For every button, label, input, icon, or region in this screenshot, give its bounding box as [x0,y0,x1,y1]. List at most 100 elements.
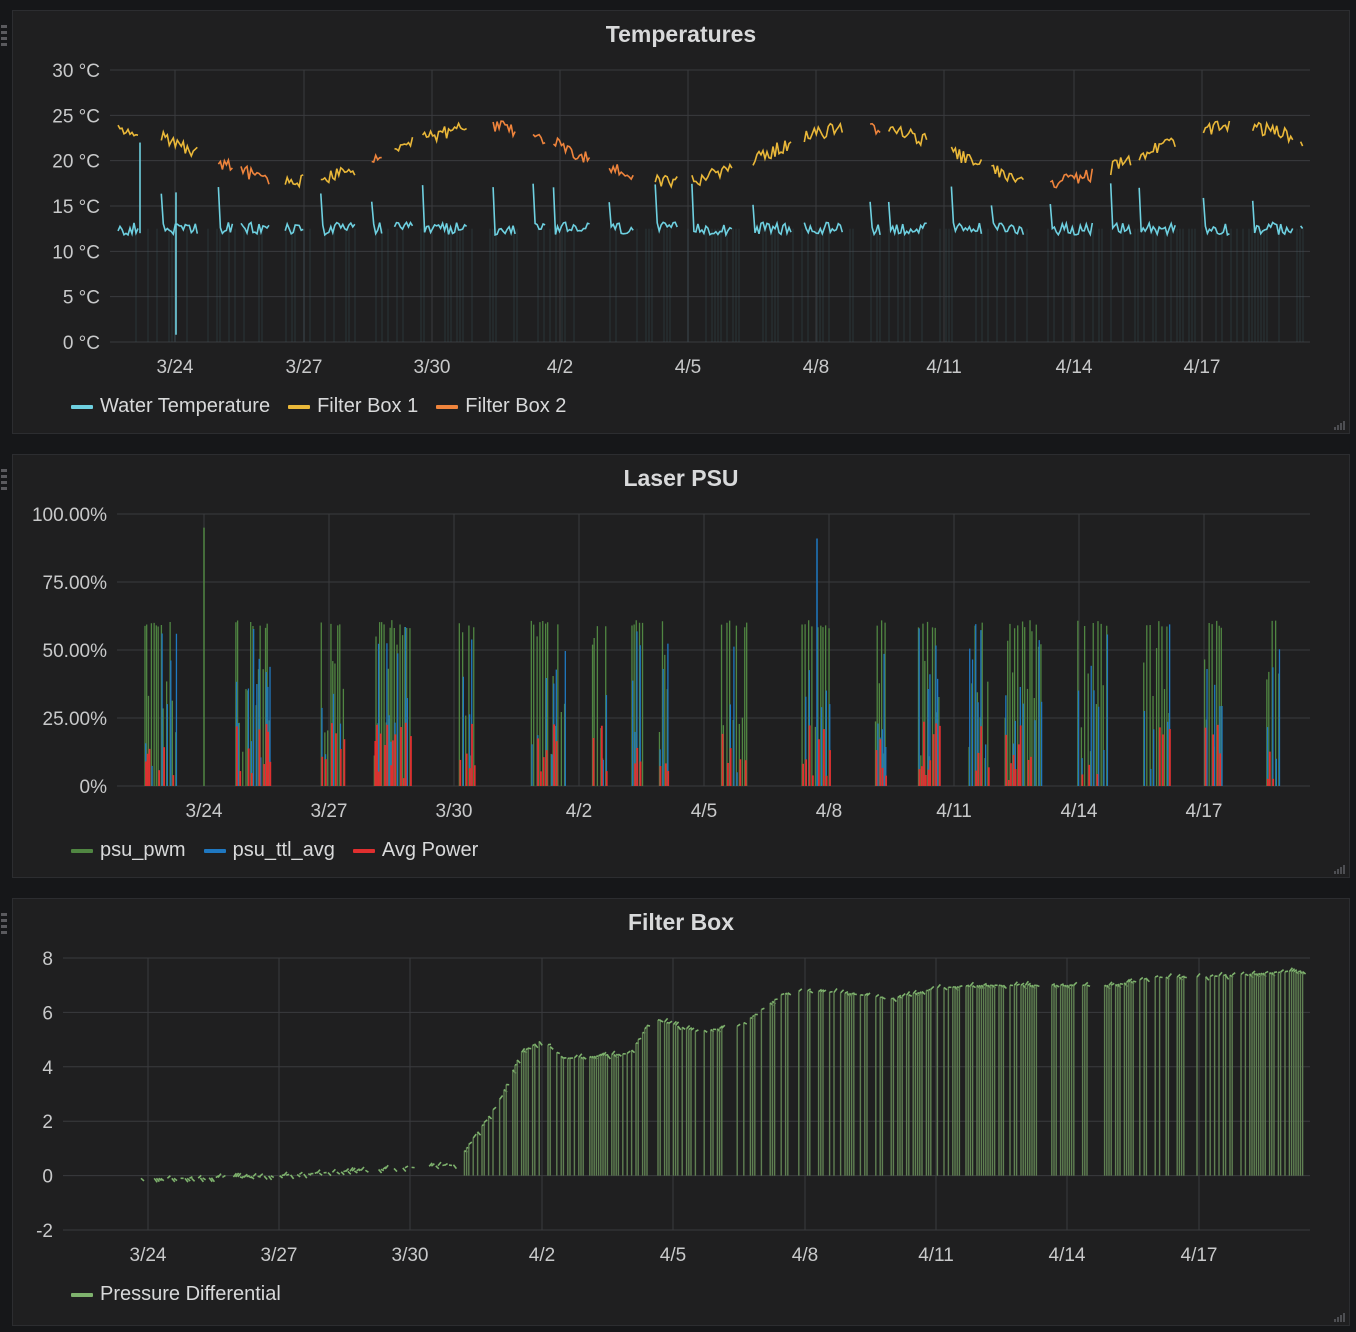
x-tick-label: 3/24 [157,357,194,378]
y-tick-label: 4 [42,1058,53,1079]
x-tick-label: 4/5 [660,1245,686,1266]
legend-item-pressure-differential[interactable]: Pressure Differential [71,1283,281,1306]
pressure-line-segment [289,1174,295,1180]
resize-handle-icon[interactable] [1334,864,1346,874]
water-segment [393,220,414,231]
pressure-line-segment [402,1167,407,1173]
water-segment [320,193,356,237]
filter-segment [691,162,733,187]
pressure-line-segment [688,1027,693,1031]
resize-handle-icon[interactable] [1334,1312,1346,1322]
legend-label: Pressure Differential [100,1283,281,1305]
pressure-line-segment [972,984,977,989]
pressure-line-segment [912,989,917,995]
pressure-line-segment [380,1168,385,1172]
filter-box-2-swatch [436,404,459,409]
pressure-line-segment [1020,982,1025,986]
pressure-line-segment [1209,974,1214,978]
pressure-line-segment [296,1173,301,1178]
filter-box-panel: Filter Box -2 0 2 4 6 8 3/24 3/27 3/30 4/2 4/5 4/8 4… [1,898,1350,1326]
legend-item-filter-box-2[interactable]: Filter Box 2 [436,395,566,418]
pressure-line-segment [582,1056,587,1060]
pressure-line-segment [364,1169,369,1173]
pressure-line-segment [340,1171,345,1176]
pressure-line-segment [1280,969,1285,973]
pressure-line-segment [279,1174,284,1179]
pressure-line-segment [663,1017,669,1023]
psu-pwm-series [144,527,1280,786]
y-tick-label: 25.00% [43,709,108,730]
x-tick-label: 4/8 [803,357,829,378]
temperatures-panel: Temperatures 0 °C 5 °C 10 °C 15 °C 20 °C 25 °… [1,10,1350,434]
pressure-line-segment [695,1029,699,1033]
pressure-line-segment [217,1173,222,1178]
pressure-line-segment [822,989,827,993]
x-tick-label: 3/30 [436,801,473,822]
pressure-line-segment [202,1177,207,1181]
y-tick-label: 10 °C [52,242,100,263]
pressure-line-segment [983,982,987,986]
pressure-line-segment [347,1170,352,1175]
panel-title[interactable]: Laser PSU [623,465,739,491]
pressure-line-segment [140,1177,145,1182]
pressure-line-segment [602,1051,607,1056]
pressure-line-segment [199,1177,205,1183]
pressure-line-segment [158,1177,163,1182]
y-tick-label: 8 [42,949,53,970]
pressure-line-segment [428,1162,433,1167]
legend-label: Avg Power [381,839,479,861]
water-segment [608,202,634,235]
legend-label: Filter Box 2 [465,395,567,417]
legend-item-psu-pwm[interactable]: psu_pwm [71,839,186,862]
pressure-line-segment [234,1172,240,1178]
drag-handle-icon[interactable] [1,469,7,491]
panel-title[interactable]: Filter Box [627,909,735,935]
temperatures-chart[interactable]: 0 °C 5 °C 10 °C 15 °C 20 °C 25 °C 30 °C 3/24 3/2… [13,11,1349,431]
pressure-line-segment [257,1175,261,1178]
pressure-line-segment [686,1024,691,1030]
pressure-line-segment [611,1050,616,1056]
pressure-line-segment [1264,970,1269,974]
pressure-line-segment [677,1025,682,1031]
pressure-line-segment [336,1171,341,1175]
laser-psu-chart[interactable]: 0% 25.00% 50.00% 75.00% 100.00% 3/24 3/27 3/30 4… [13,455,1349,875]
pressure-line-segment [1110,982,1115,986]
filter-segment [991,164,1025,184]
pressure-line-segment [404,1165,409,1169]
pressure-line-segment [703,1029,708,1034]
x-tick-label: 4/17 [1184,357,1221,378]
x-tick-label: 4/5 [675,357,701,378]
pressure-line-segment [626,1050,631,1055]
x-tick-label: 3/27 [286,357,323,378]
y-tick-label: -2 [36,1221,53,1242]
drag-handle-icon[interactable] [1,913,7,935]
pressure-line-segment [820,989,825,993]
pressure-line-segment [1183,976,1187,979]
filter-box-chart[interactable]: -2 0 2 4 6 8 3/24 3/27 3/30 4/2 4/5 4/8 4/11 4/14 4/17 [13,899,1349,1323]
pressure-line-segment [316,1169,321,1174]
legend-item-avg-power[interactable]: Avg Power [352,839,479,862]
pressure-line-segment [1293,969,1298,973]
y-tick-label: 0% [80,777,108,798]
legend-item-psu-ttl-avg[interactable]: psu_ttl_avg [203,839,335,862]
pressure-line-segment [1119,982,1124,986]
legend-item-filter-box-1[interactable]: Filter Box 1 [288,395,418,418]
pressure-differential-series [140,967,1307,1183]
filter-segment [1299,141,1304,147]
x-tick-label: 4/17 [1186,801,1223,822]
water-segment [1202,197,1230,237]
pressure-line-segment [472,1133,477,1139]
avg-power-swatch [352,848,375,853]
water-segment [950,186,983,234]
drag-handle-icon[interactable] [1,25,7,47]
resize-handle-icon[interactable] [1334,420,1346,430]
legend-item-water-temperature[interactable]: Water Temperature [71,395,270,418]
pressure-line-segment [905,990,911,996]
water-segment [117,222,139,237]
water-segment [552,187,590,235]
pressure-line-segment [1291,968,1296,973]
pressure-line-segment [377,1168,383,1174]
pressure-line-segment [1108,981,1113,986]
panel-title[interactable]: Temperatures [605,21,757,47]
pressure-line-segment [892,998,897,1003]
